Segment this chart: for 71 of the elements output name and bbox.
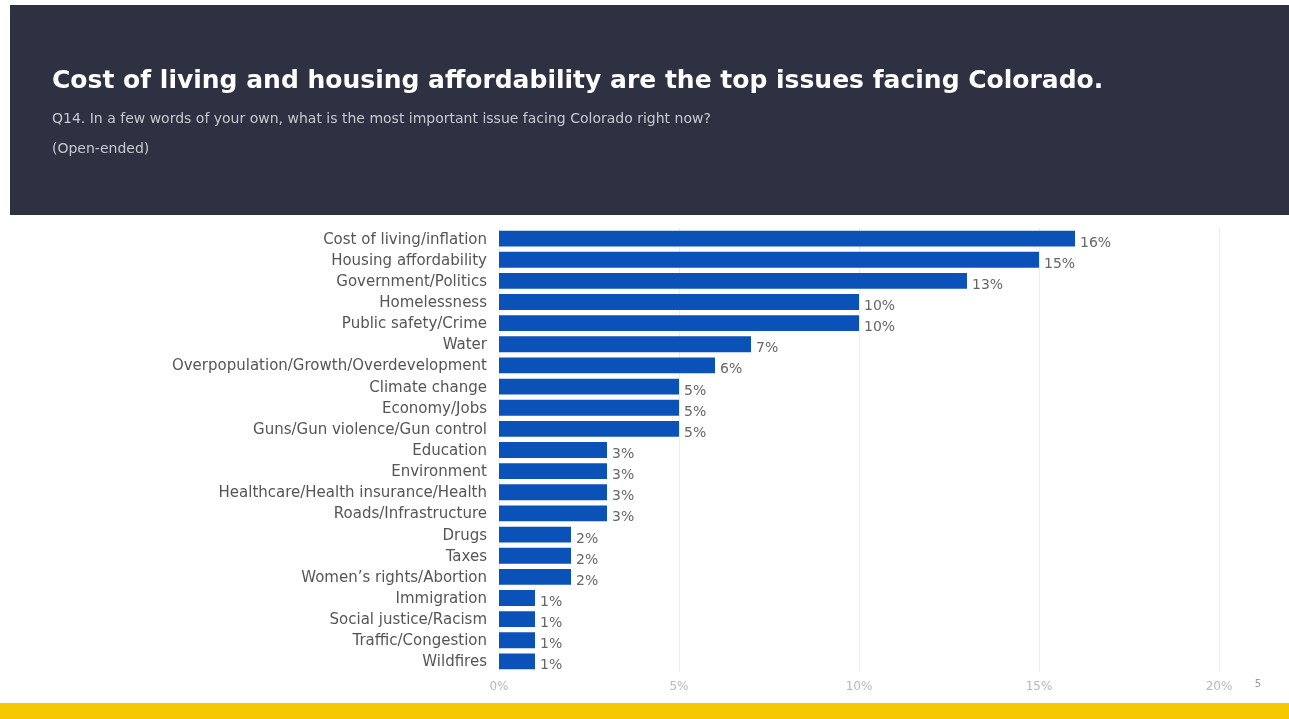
x-tick-label: 20% <box>1205 679 1233 693</box>
y-tick-label: Taxes <box>444 546 488 565</box>
text: 5 <box>1254 678 1261 689</box>
text: Q14. In a few words of your own, what is the most important issue facing Colorado right now? (Open-ended) <box>52 110 711 156</box>
data-label: 3% <box>612 466 635 483</box>
bar <box>499 590 535 606</box>
x-tick-label: 15% <box>1025 679 1053 693</box>
chart-title: Cost of living and housing affordability are the top issues facing Colorado. <box>52 65 1104 94</box>
bar <box>499 251 1039 268</box>
data-label: 13% <box>972 275 1004 292</box>
bar <box>499 568 571 585</box>
x-tick-label: 0% <box>489 679 509 693</box>
bar <box>499 399 679 416</box>
bar <box>499 632 535 649</box>
y-tick-label: Climate change <box>369 377 487 396</box>
bar <box>499 505 607 522</box>
bar <box>499 547 571 564</box>
y-tick-label: Roads/Infrastructure <box>333 504 487 523</box>
data-label: 10% <box>864 297 896 313</box>
y-tick-label: Wildfires <box>422 652 488 671</box>
bar <box>499 336 751 353</box>
data-label: 5% <box>684 402 707 419</box>
bar <box>499 272 967 289</box>
bar <box>499 484 607 501</box>
bar <box>499 653 535 670</box>
bar <box>499 315 859 332</box>
data-label: 5% <box>684 423 707 440</box>
data-label: 3% <box>612 487 635 504</box>
data-label: 5% <box>684 381 707 398</box>
y-tick-label: Homelessness <box>379 293 488 311</box>
bar <box>499 378 679 395</box>
y-tick-label: Guns/Gun violence/Gun control <box>253 419 487 438</box>
y-tick-label: Water <box>442 335 488 354</box>
data-label: 1% <box>540 614 563 631</box>
data-label: 3% <box>612 445 635 461</box>
y-tick-label: Women’s rights/Abortion <box>301 567 487 586</box>
data-label: 2% <box>576 529 599 546</box>
y-tick-label: Economy/Jobs <box>381 398 488 417</box>
data-label: 6% <box>720 360 743 377</box>
y-tick-label: Public safety/Crime <box>341 314 487 333</box>
bar <box>499 357 715 374</box>
y-tick-label: Immigration <box>395 589 487 607</box>
y-tick-label: Environment <box>391 462 488 481</box>
y-tick-label: Traffic/Congestion <box>351 631 487 650</box>
bar <box>499 294 859 310</box>
data-label: 15% <box>1044 254 1076 271</box>
data-label: 7% <box>756 339 779 356</box>
bar <box>499 420 679 437</box>
data-label: 1% <box>540 635 563 652</box>
y-tick-label: Drugs <box>442 525 488 544</box>
bar <box>499 463 607 480</box>
x-tick-label: 10% <box>845 679 873 693</box>
bar <box>499 526 571 543</box>
bar <box>499 611 535 628</box>
y-tick-label: Government/Politics <box>336 271 488 290</box>
y-tick-label: Housing affordability <box>331 250 488 269</box>
y-tick-label: Social justice/Racism <box>329 610 487 629</box>
bar <box>499 230 1075 247</box>
y-tick-label: Cost of living/inflation <box>323 229 487 248</box>
data-label: 3% <box>612 508 635 525</box>
bar <box>499 442 607 458</box>
y-tick-label: Healthcare/Health insurance/Health <box>218 483 487 502</box>
y-tick-label: Overpopulation/Growth/Overdevelopment <box>171 356 488 375</box>
x-tick-label: 5% <box>669 679 689 693</box>
y-tick-label: Education <box>412 441 487 459</box>
data-label: 2% <box>576 571 599 588</box>
data-label: 10% <box>864 318 896 335</box>
data-label: 16% <box>1080 233 1112 250</box>
data-label: 2% <box>576 550 599 567</box>
data-label: 1% <box>540 593 563 609</box>
data-label: 1% <box>540 656 563 673</box>
